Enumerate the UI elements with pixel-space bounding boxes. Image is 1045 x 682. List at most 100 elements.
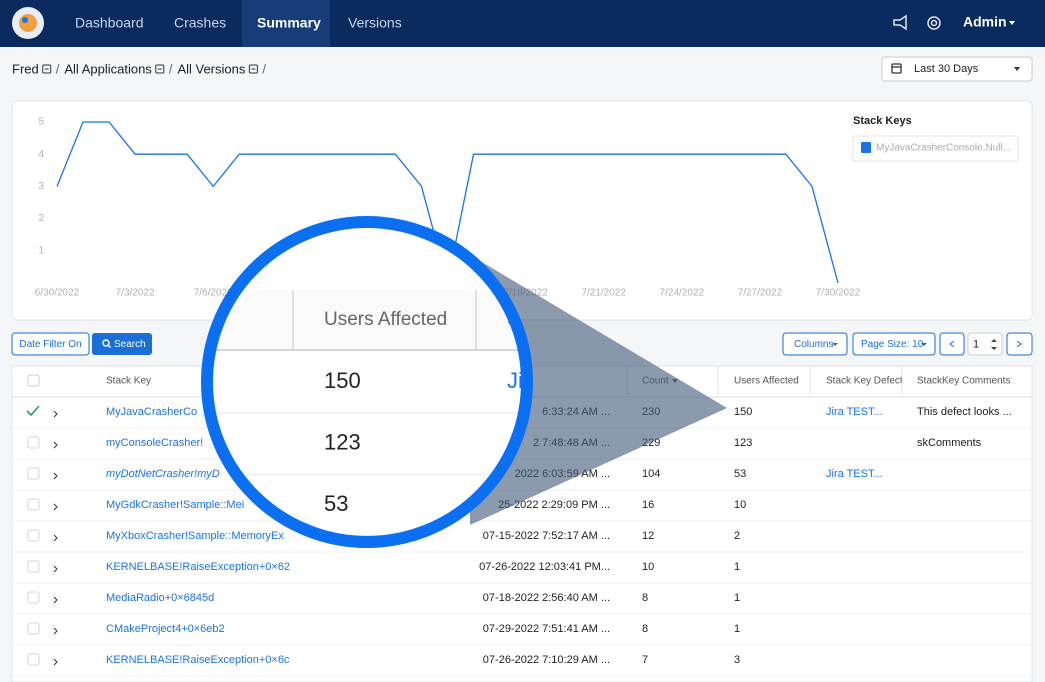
stack-key[interactable]: MyJavaCrasherCo <box>106 406 197 418</box>
last-seen: 07-26-2022 12:03:41 PM... <box>479 561 610 573</box>
defect-link[interactable]: Jira TEST... <box>826 406 883 418</box>
count: 12 <box>642 530 654 542</box>
prev-page-button[interactable] <box>939 332 965 356</box>
next-page-button[interactable] <box>1006 332 1033 356</box>
date-range-select[interactable] <box>881 56 1033 82</box>
stack-key[interactable]: KERNELBASE!RaiseException+0×62 <box>106 561 290 573</box>
count: 8 <box>642 592 648 604</box>
stack-key[interactable]: KERNELBASE!RaiseException+0×6c <box>106 654 290 666</box>
breadcrumb-dropdown-icon <box>248 64 258 74</box>
breadcrumb-separator: / <box>262 61 266 76</box>
nav-item[interactable]: Versions <box>348 15 402 31</box>
x-tick-label: 7/27/2022 <box>738 288 783 299</box>
last-seen: 07-15-2022 7:52:17 AM ... <box>483 530 610 542</box>
users-affected: 123 <box>734 437 752 449</box>
users-affected: 10 <box>734 499 746 511</box>
x-tick-label: 6/30/2022 <box>35 288 80 299</box>
x-tick-label: 7/24/2022 <box>660 288 705 299</box>
legend-label[interactable]: MyJavaCrasherConsole.Null... <box>876 143 1011 154</box>
x-tick-label: 7/30/2022 <box>816 288 861 299</box>
users-affected: 150 <box>734 406 752 418</box>
count: 8 <box>642 623 648 635</box>
date-filter-label: Date Filter On <box>19 339 81 350</box>
users-affected: 1 <box>734 561 740 573</box>
nav-bar <box>0 0 1045 47</box>
column-header[interactable]: Users Affected <box>734 376 799 387</box>
y-tick-label: 4 <box>38 149 44 160</box>
row-checkbox[interactable] <box>27 653 40 666</box>
y-tick-label: 5 <box>38 117 44 128</box>
column-header[interactable]: Stack Key Defect <box>826 376 903 387</box>
row-checkbox[interactable] <box>27 591 40 604</box>
caret <box>921 343 927 346</box>
breadcrumb[interactable]: Fred <box>12 61 39 76</box>
search-icon <box>107 344 111 348</box>
row-expander[interactable] <box>53 627 58 635</box>
stack-key[interactable]: MediaRadio+0×6845d <box>106 592 214 604</box>
row-expander[interactable] <box>53 503 58 511</box>
user-menu[interactable]: Admin <box>963 14 1007 30</box>
magnifier-beam <box>470 255 727 525</box>
date-filter-button[interactable] <box>11 332 90 356</box>
row-expander[interactable] <box>53 658 58 666</box>
row-checkbox[interactable] <box>27 498 40 511</box>
magnified-value: 53 <box>324 491 348 516</box>
stack-key[interactable]: MyXboxCrasher!Sample::MemoryEx <box>106 530 284 542</box>
page-spinner <box>991 339 997 350</box>
breadcrumb[interactable]: All Applications <box>64 61 152 76</box>
users-affected: 1 <box>734 623 740 635</box>
column-header[interactable]: Stack Key <box>106 376 151 387</box>
row-expander[interactable] <box>53 441 58 449</box>
stack-key[interactable]: myConsoleCrasher! <box>106 437 203 449</box>
row-expander[interactable] <box>53 596 58 604</box>
row-expander[interactable] <box>53 565 58 573</box>
search-button[interactable] <box>92 333 152 355</box>
megaphone-icon[interactable] <box>893 14 907 31</box>
users-affected: 3 <box>734 654 740 666</box>
row-checkbox[interactable] <box>27 560 40 573</box>
row-checked[interactable] <box>26 405 40 417</box>
nav-item[interactable]: Dashboard <box>75 15 144 31</box>
row-expander[interactable] <box>53 534 58 542</box>
count: 10 <box>642 561 654 573</box>
nav-active-bg <box>242 0 330 47</box>
legend-item-box[interactable] <box>852 135 1019 162</box>
stack-key[interactable]: MyGdkCrasher!Sample::Mei <box>106 499 244 511</box>
users-affected: 1 <box>734 592 740 604</box>
row-checkbox[interactable] <box>27 467 40 480</box>
stack-key[interactable]: myDotNetCrasher!myD <box>106 468 220 480</box>
breadcrumb-dropdown-icon <box>42 64 52 74</box>
calendar-icon <box>891 63 902 74</box>
logo[interactable] <box>12 7 44 39</box>
stack-key[interactable]: CMakeProject4+0×6eb2 <box>106 623 225 635</box>
magnifier-ring <box>201 216 533 548</box>
magnified-header-bg <box>207 290 527 350</box>
legend-swatch <box>861 142 871 153</box>
row-checkbox[interactable] <box>27 436 40 449</box>
page-size-label: Page Size: 10 <box>861 339 924 350</box>
row-checkbox[interactable] <box>27 622 40 635</box>
help-icon[interactable] <box>927 16 941 30</box>
x-tick-label: 7/6/2022 <box>194 288 233 299</box>
row-expander[interactable] <box>53 410 58 418</box>
nav-item[interactable]: Crashes <box>174 15 226 31</box>
breadcrumb[interactable]: All Versions <box>177 61 245 76</box>
last-seen: 07-18-2022 2:56:40 AM ... <box>483 592 610 604</box>
breadcrumb-dropdown-icon <box>155 64 165 74</box>
legend-title: Stack Keys <box>853 115 912 127</box>
user-caret <box>1009 21 1015 25</box>
row-checkbox[interactable] <box>27 529 40 542</box>
columns-button[interactable] <box>782 332 848 356</box>
column-header[interactable]: StackKey Comments <box>917 376 1010 387</box>
defect-link[interactable]: Jira TEST... <box>826 468 883 480</box>
next-icon <box>1016 340 1022 348</box>
search-icon <box>102 339 110 347</box>
comments: skComments <box>917 437 982 449</box>
count: 16 <box>642 499 654 511</box>
users-affected: 53 <box>734 468 746 480</box>
header-checkbox[interactable] <box>27 374 40 387</box>
page-size-button[interactable] <box>852 332 936 356</box>
nav-item[interactable]: Summary <box>257 15 321 31</box>
row-expander[interactable] <box>53 472 58 480</box>
